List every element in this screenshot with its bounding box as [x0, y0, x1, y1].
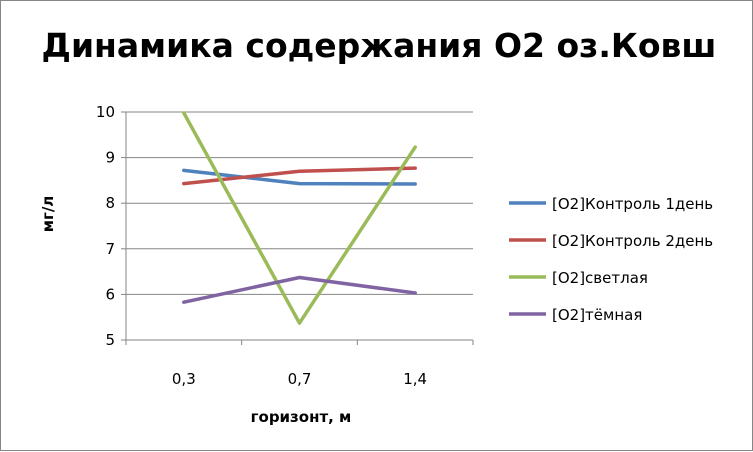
y-tick-label: 7 [105, 240, 115, 258]
y-tick-label: 9 [105, 149, 115, 167]
data-point [182, 168, 186, 172]
legend-label-1: [O2]Контроль 1день [552, 195, 713, 213]
axis-layer: 5 6 7 8 9 10 0,3 0,7 1,4 [96, 103, 474, 388]
data-point [413, 291, 417, 295]
y-tick-label: 10 [96, 103, 115, 121]
data-point [413, 166, 417, 170]
x-axis-title: горизонт, м [251, 408, 352, 426]
legend: [O2]Контроль 1день [O2]Контроль 2день [O2]… [509, 195, 713, 324]
data-point [298, 276, 301, 280]
data-point [413, 145, 417, 149]
series-layer [182, 111, 417, 325]
grid-layer [126, 111, 473, 295]
data-point [298, 169, 301, 173]
x-tick-label: 0,3 [172, 370, 196, 388]
legend-label-2: [O2]Контроль 2день [552, 232, 713, 250]
legend-label-4: [O2]тёмная [552, 306, 642, 324]
data-point [182, 182, 186, 186]
x-tick-label: 1,4 [403, 370, 427, 388]
series-line-4 [182, 275, 417, 304]
chart-title: Динамика содержания О2 оз.Ковш [42, 26, 717, 65]
y-tick-label: 8 [105, 194, 115, 212]
series-line-3 [182, 111, 417, 325]
y-tick-label: 6 [105, 285, 115, 303]
y-axis-title: мг/л [39, 196, 57, 233]
data-point [182, 111, 186, 115]
data-point [298, 321, 301, 325]
legend-label-3: [O2]светлая [552, 269, 648, 287]
x-tick-label: 0,7 [288, 370, 312, 388]
data-point [182, 300, 186, 304]
y-tick-label: 5 [105, 331, 115, 349]
data-point [413, 182, 417, 186]
data-point [298, 182, 301, 186]
